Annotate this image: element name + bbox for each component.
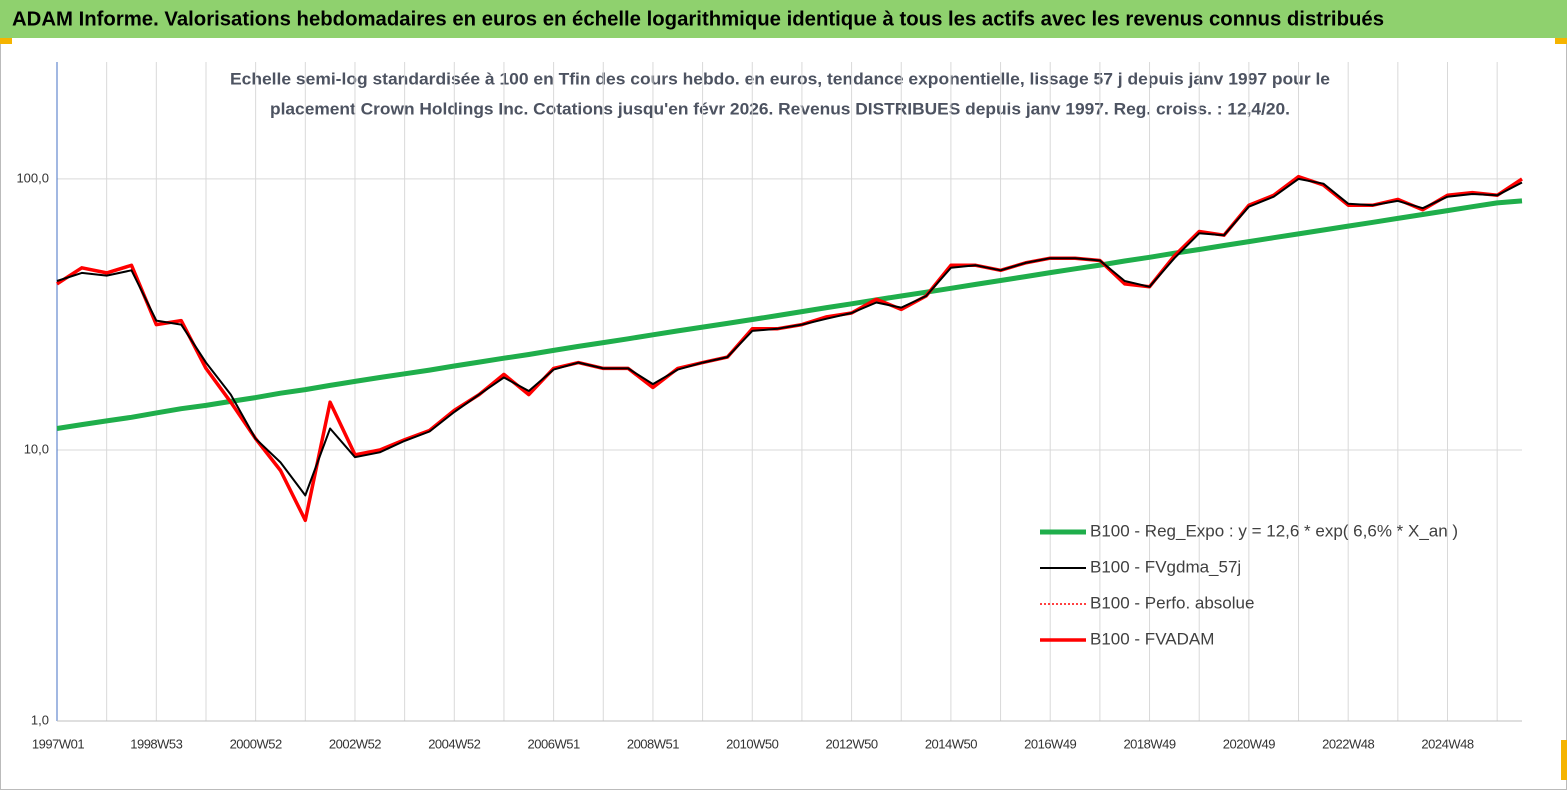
x-tick-label: 2002W52 [329, 736, 381, 751]
series-line [56, 177, 1523, 497]
x-tick-label: 2012W50 [825, 736, 877, 751]
corner [1555, 38, 1567, 44]
subtitle: placement Crown Holdings Inc. Cotations … [270, 99, 1290, 118]
x-tick-label: 2006W51 [528, 736, 580, 751]
x-tick-label: 2000W52 [230, 736, 282, 751]
x-tick-label: 2022W48 [1322, 736, 1374, 751]
legend-label: B100 - Perfo. absolue [1090, 593, 1254, 612]
title-bar [0, 0, 1567, 38]
x-tick-label: 2010W50 [726, 736, 778, 751]
chart-title: ADAM Informe. Valorisations hebdomadaire… [12, 8, 1384, 30]
corner [0, 38, 12, 44]
x-tick-label: 2008W51 [627, 736, 679, 751]
y-tick-label: 1,0 [31, 712, 49, 727]
legend-label: B100 - FVADAM [1090, 629, 1214, 648]
x-tick-label: 2018W49 [1123, 736, 1175, 751]
x-tick-label: 1998W53 [130, 736, 182, 751]
corner [1561, 740, 1567, 780]
x-tick-label: 2004W52 [428, 736, 480, 751]
series-line [56, 198, 1523, 431]
x-tick-label: 1997W01 [32, 736, 84, 751]
legend-label: B100 - Reg_Expo : y = 12,6 * exp( 6,6% *… [1090, 521, 1458, 540]
x-tick-label: 2020W49 [1223, 736, 1275, 751]
subtitle: Echelle semi-log standardisée à 100 en T… [230, 69, 1330, 88]
y-tick-label: 10,0 [24, 441, 49, 456]
x-tick-label: 2016W49 [1024, 736, 1076, 751]
legend-label: B100 - FVgdma_57j [1090, 557, 1241, 576]
x-tick-label: 2024W48 [1421, 736, 1473, 751]
y-tick-label: 100,0 [16, 170, 49, 185]
x-tick-label: 2014W50 [925, 736, 977, 751]
